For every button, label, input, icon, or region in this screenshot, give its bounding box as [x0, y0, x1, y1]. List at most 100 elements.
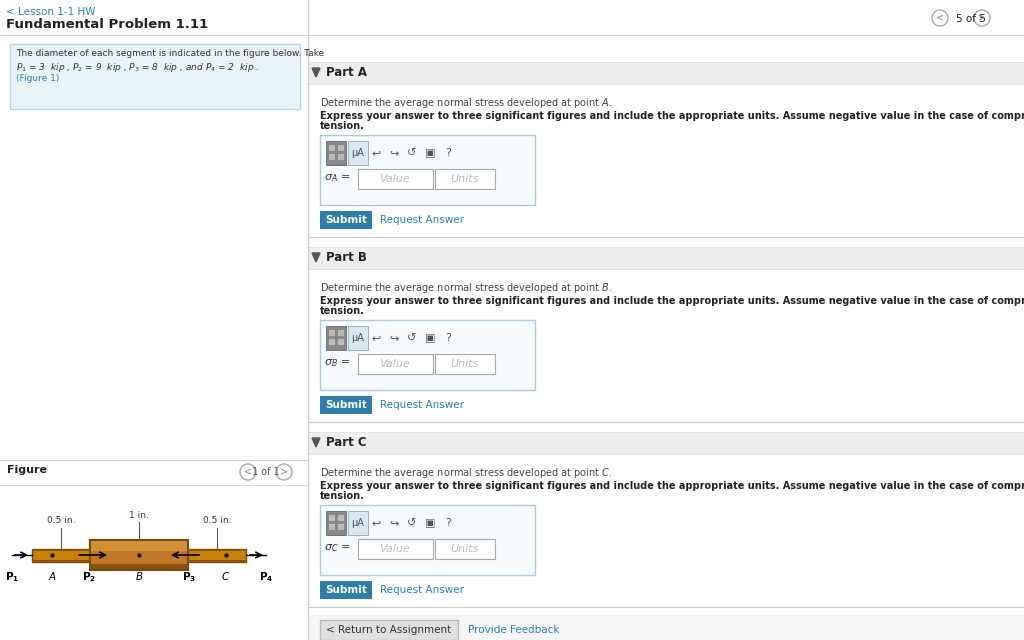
Bar [358, 539, 433, 559]
Bar [91, 541, 187, 551]
Text: <: < [936, 13, 944, 23]
Text: $C$: $C$ [221, 570, 230, 582]
Text: ↺: ↺ [408, 333, 417, 343]
Text: Express your answer to three significant figures and include the appropriate uni: Express your answer to three significant… [319, 481, 1024, 491]
Text: (Figure 1): (Figure 1) [16, 74, 59, 83]
Text: ?: ? [445, 333, 451, 343]
Bar [435, 169, 495, 189]
Text: >: > [280, 467, 288, 477]
Bar [326, 511, 346, 535]
Polygon shape [312, 438, 319, 447]
Text: Units: Units [451, 359, 479, 369]
Text: tension.: tension. [319, 306, 365, 316]
Text: Part A: Part A [326, 66, 367, 79]
Text: Provide Feedback: Provide Feedback [468, 625, 559, 635]
Bar [337, 329, 344, 336]
Bar [337, 523, 344, 530]
Bar [328, 153, 335, 160]
Text: 5 of 5: 5 of 5 [956, 14, 986, 24]
Polygon shape [312, 253, 319, 262]
Text: Figure: Figure [7, 465, 47, 475]
Text: ↩: ↩ [372, 518, 381, 528]
Text: Request Answer: Request Answer [380, 585, 464, 595]
Text: tension.: tension. [319, 121, 365, 131]
Bar [188, 548, 246, 550]
Text: Part B: Part B [326, 251, 367, 264]
Bar [319, 320, 535, 390]
Bar [32, 548, 90, 561]
Text: Determine the average normal stress developed at point $B$.: Determine the average normal stress deve… [319, 281, 612, 295]
Text: Submit: Submit [325, 400, 367, 410]
Bar [348, 326, 368, 350]
Bar [90, 540, 188, 570]
Text: μA: μA [351, 518, 365, 528]
Text: ▣: ▣ [425, 148, 435, 158]
Text: tension.: tension. [319, 491, 365, 501]
Text: 0.5 in.: 0.5 in. [203, 516, 231, 525]
Text: Units: Units [451, 174, 479, 184]
Text: $\mathbf{P_1}$: $\mathbf{P_1}$ [5, 570, 19, 584]
Text: 1 of 1: 1 of 1 [252, 467, 280, 477]
Text: ↺: ↺ [408, 148, 417, 158]
Text: Units: Units [451, 544, 479, 554]
Bar [319, 581, 372, 599]
Text: μA: μA [351, 333, 365, 343]
Bar [326, 326, 346, 350]
Bar [337, 338, 344, 345]
Text: 0.5 in.: 0.5 in. [47, 516, 75, 525]
Text: Determine the average normal stress developed at point $C$.: Determine the average normal stress deve… [319, 466, 612, 480]
Bar [308, 35, 1024, 640]
Text: Fundamental Problem 1.11: Fundamental Problem 1.11 [6, 18, 208, 31]
Text: Value: Value [380, 174, 411, 184]
Text: ↩: ↩ [372, 148, 381, 158]
Bar [319, 505, 535, 575]
Text: $\sigma_C$ =: $\sigma_C$ = [324, 542, 350, 554]
Text: Submit: Submit [325, 585, 367, 595]
Bar [0, 0, 308, 640]
Polygon shape [312, 68, 319, 77]
Bar [435, 354, 495, 374]
Bar [91, 564, 187, 569]
Text: $\mathbf{P_4}$: $\mathbf{P_4}$ [259, 570, 273, 584]
Bar [326, 141, 346, 165]
Text: 1 in.: 1 in. [129, 511, 148, 520]
Bar [319, 620, 458, 640]
Bar [0, 0, 1024, 35]
Text: ↩: ↩ [372, 333, 381, 343]
Text: $\sigma_B$ =: $\sigma_B$ = [324, 357, 350, 369]
Bar [308, 615, 1024, 640]
Bar [435, 539, 495, 559]
Text: ↺: ↺ [408, 518, 417, 528]
Bar [32, 559, 90, 561]
Bar [328, 338, 335, 345]
Text: ?: ? [445, 148, 451, 158]
Bar [348, 141, 368, 165]
Bar [328, 144, 335, 151]
Text: Express your answer to three significant figures and include the appropriate uni: Express your answer to three significant… [319, 111, 1024, 121]
Text: $\sigma_A$ =: $\sigma_A$ = [324, 172, 350, 184]
Text: $P_1$ = 3  kip , $P_2$ = 9  kip , $P_3$ = 8  kip , and $P_4$ = 2  kip .: $P_1$ = 3 kip , $P_2$ = 9 kip , $P_3$ = … [16, 61, 259, 74]
Bar [337, 153, 344, 160]
Text: $A$: $A$ [47, 570, 56, 582]
Bar [308, 62, 1024, 84]
Text: ▣: ▣ [425, 518, 435, 528]
Text: <: < [244, 467, 252, 477]
Text: Value: Value [380, 359, 411, 369]
Text: $\mathbf{P_3}$: $\mathbf{P_3}$ [182, 570, 196, 584]
Text: The diameter of each segment is indicated in the figure below. Take: The diameter of each segment is indicate… [16, 49, 325, 58]
Bar [337, 514, 344, 521]
Text: Part C: Part C [326, 436, 367, 449]
Text: $\mathbf{P_2}$: $\mathbf{P_2}$ [82, 570, 96, 584]
Text: $B$: $B$ [135, 570, 143, 582]
Text: μA: μA [351, 148, 365, 158]
Text: ↪: ↪ [389, 148, 398, 158]
Bar [348, 511, 368, 535]
Text: Determine the average normal stress developed at point $A$.: Determine the average normal stress deve… [319, 96, 612, 110]
Bar [337, 144, 344, 151]
Bar [10, 44, 300, 109]
Bar [32, 548, 90, 550]
Text: Request Answer: Request Answer [380, 215, 464, 225]
Bar [319, 211, 372, 229]
Bar [0, 460, 308, 640]
Text: ↪: ↪ [389, 333, 398, 343]
